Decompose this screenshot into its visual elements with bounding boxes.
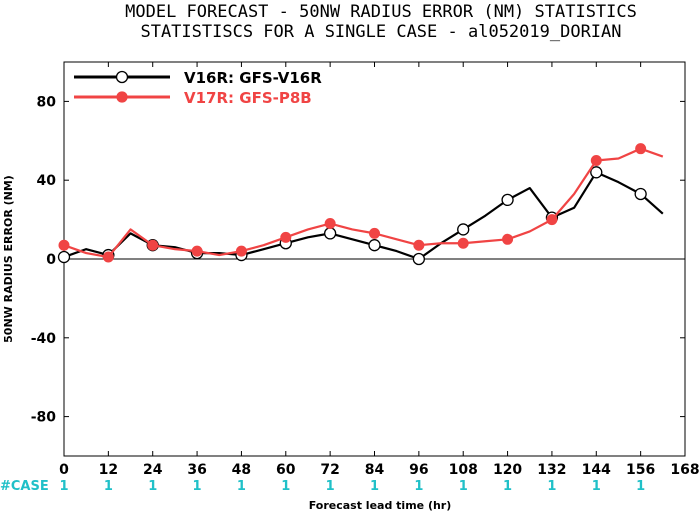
data-point — [590, 166, 603, 179]
x-tick-label: 60 — [276, 462, 296, 478]
case-count: 1 — [237, 479, 246, 494]
legend-marker — [115, 70, 129, 84]
case-count: 1 — [414, 479, 423, 494]
case-count: 1 — [193, 479, 202, 494]
case-count: 1 — [148, 479, 157, 494]
y-tick-label: 0 — [46, 252, 56, 268]
series-2 — [58, 143, 664, 263]
data-point — [235, 245, 247, 257]
x-tick-label: 96 — [409, 462, 428, 478]
x-tick-label: 84 — [365, 462, 385, 478]
case-count: 1 — [281, 479, 290, 494]
data-point — [457, 237, 469, 249]
data-point — [147, 239, 159, 251]
x-axis: 0 12 24 36 48 60 72 84 96 108 120 132 144 156 168 — [59, 62, 700, 478]
data-point — [323, 227, 337, 240]
y-axis-title: 50NW RADIUS ERROR (NM) — [2, 175, 15, 343]
y-tick-label: 80 — [37, 94, 57, 110]
case-count: 1 — [636, 479, 645, 494]
case-count: 1 — [592, 479, 601, 494]
case-count: 1 — [547, 479, 556, 494]
x-tick-label: 132 — [537, 462, 566, 478]
case-count: 1 — [104, 479, 113, 494]
series-layer — [57, 143, 664, 266]
data-point — [590, 155, 602, 166]
x-tick-label: 108 — [449, 462, 478, 478]
data-point — [412, 252, 426, 266]
legend-label: V17R: GFS-P8B — [184, 89, 312, 107]
data-point — [102, 251, 114, 263]
series-1 — [57, 166, 664, 266]
x-tick-label: 72 — [320, 462, 339, 478]
data-point — [413, 239, 425, 251]
data-point — [369, 227, 380, 239]
x-tick-label: 12 — [99, 462, 118, 478]
series-line — [63, 147, 664, 259]
y-tick-label: -80 — [31, 410, 57, 426]
x-tick-label: 24 — [143, 462, 163, 478]
x-tick-label: 120 — [493, 462, 522, 478]
data-point — [546, 214, 558, 226]
case-count: 1 — [59, 479, 68, 494]
y-axis: -80 -40 0 40 80 — [31, 94, 685, 426]
x-tick-label: 156 — [626, 462, 655, 478]
data-point — [58, 239, 70, 251]
case-count-row: #CASE 1 1 1 1 1 1 1 1 1 1 1 1 1 1 — [0, 479, 645, 494]
x-tick-label: 36 — [187, 462, 206, 478]
case-count: 1 — [503, 479, 512, 494]
chart-title-line2: STATISTISCS FOR A SINGLE CASE - al052019… — [140, 22, 621, 42]
data-point — [57, 250, 71, 264]
legend-marker — [116, 91, 128, 103]
data-point — [280, 231, 292, 243]
x-tick-label: 0 — [59, 462, 69, 478]
chart-title-line1: MODEL FORECAST - 50NW RADIUS ERROR (NM) … — [125, 2, 637, 22]
data-point — [502, 233, 514, 245]
data-point — [501, 193, 514, 207]
case-count: 1 — [326, 479, 335, 494]
y-tick-label: -40 — [31, 331, 57, 347]
x-tick-label: 48 — [232, 462, 251, 478]
data-point — [457, 223, 470, 236]
legend: V16R: GFS-V16R V17R: GFS-P8B — [74, 69, 322, 107]
data-point — [191, 245, 203, 257]
data-point — [635, 143, 647, 155]
y-tick-label: 40 — [37, 173, 57, 189]
data-point — [368, 239, 381, 252]
case-count: 1 — [370, 479, 379, 494]
x-tick-label: 144 — [582, 462, 611, 478]
data-point — [324, 218, 336, 230]
case-count: 1 — [459, 479, 468, 494]
x-tick-label: 168 — [670, 462, 699, 478]
data-point — [634, 187, 647, 201]
x-axis-title: Forecast lead time (hr) — [309, 499, 452, 512]
legend-label: V16R: GFS-V16R — [184, 69, 322, 87]
case-label: #CASE — [0, 479, 49, 494]
